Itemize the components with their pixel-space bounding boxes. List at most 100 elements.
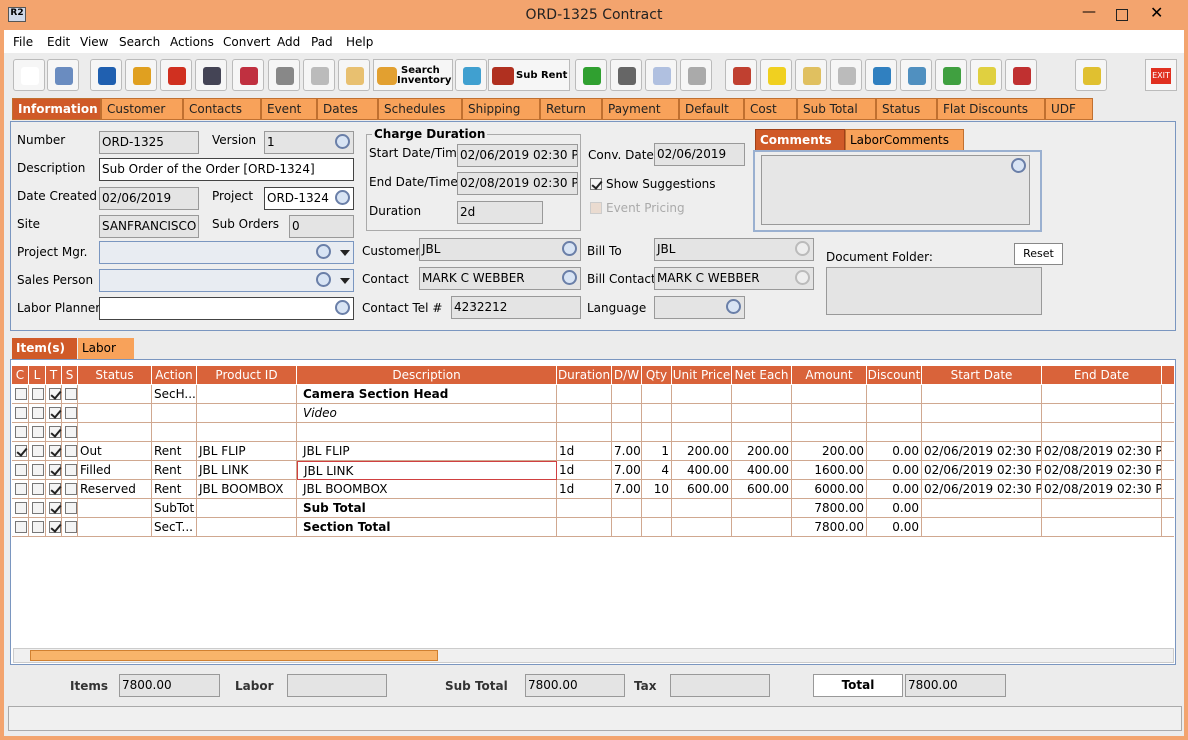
row-checkbox[interactable] bbox=[15, 426, 27, 438]
tab[interactable]: UDF bbox=[1045, 98, 1093, 120]
table-cell[interactable] bbox=[557, 518, 612, 537]
tab[interactable]: Contacts bbox=[183, 98, 261, 120]
toolbar-button[interactable] bbox=[680, 59, 712, 91]
toolbar-button[interactable] bbox=[795, 59, 827, 91]
table-cell[interactable] bbox=[1042, 499, 1162, 518]
table-cell[interactable]: JBL FLIP bbox=[297, 442, 557, 461]
toolbar-button[interactable] bbox=[160, 59, 192, 91]
table-cell[interactable] bbox=[672, 404, 732, 423]
table-cell[interactable] bbox=[922, 423, 1042, 442]
table-cell[interactable]: Camera Section Head bbox=[297, 385, 557, 404]
customer-field[interactable]: JBL bbox=[419, 238, 581, 261]
language-field[interactable] bbox=[654, 296, 745, 319]
table-cell[interactable] bbox=[297, 423, 557, 442]
table-cell[interactable]: 02/08/2019 02:30 PM bbox=[1042, 442, 1162, 461]
tab[interactable]: Event bbox=[261, 98, 317, 120]
table-cell[interactable] bbox=[152, 404, 197, 423]
sub-orders-field[interactable]: 0 bbox=[289, 215, 354, 238]
table-cell[interactable] bbox=[792, 404, 867, 423]
toolbar-button[interactable] bbox=[13, 59, 45, 91]
tab[interactable]: Flat Discounts bbox=[937, 98, 1045, 120]
project-field[interactable]: ORD-1324 bbox=[264, 187, 354, 210]
reset-button[interactable]: Reset bbox=[1014, 243, 1063, 265]
tab[interactable]: Return bbox=[540, 98, 602, 120]
table-cell[interactable] bbox=[78, 404, 152, 423]
document-folder-box[interactable] bbox=[826, 267, 1042, 315]
row-checkbox[interactable] bbox=[32, 483, 44, 495]
table-cell[interactable] bbox=[1042, 518, 1162, 537]
table-cell[interactable] bbox=[1042, 423, 1162, 442]
table-cell[interactable]: Filled bbox=[78, 461, 152, 480]
toolbar-button[interactable] bbox=[1075, 59, 1107, 91]
table-cell[interactable] bbox=[732, 423, 792, 442]
toolbar-button[interactable] bbox=[268, 59, 300, 91]
table-cell[interactable] bbox=[557, 404, 612, 423]
table-cell[interactable]: 0.00 bbox=[867, 461, 922, 480]
close-button[interactable]: ✕ bbox=[1150, 3, 1164, 22]
table-cell[interactable] bbox=[197, 518, 297, 537]
event-pricing-checkbox[interactable] bbox=[590, 202, 602, 214]
table-cell[interactable]: 0.00 bbox=[867, 442, 922, 461]
row-checkbox[interactable] bbox=[32, 445, 44, 457]
table-cell[interactable] bbox=[672, 499, 732, 518]
date-created-field[interactable]: 02/06/2019 bbox=[99, 187, 199, 210]
table-cell[interactable]: Sub Total bbox=[297, 499, 557, 518]
table-cell[interactable] bbox=[642, 385, 672, 404]
table-cell[interactable]: 0.00 bbox=[867, 499, 922, 518]
table-cell[interactable]: SecH... bbox=[152, 385, 197, 404]
tab[interactable]: Status bbox=[876, 98, 937, 120]
table-cell[interactable] bbox=[197, 423, 297, 442]
tab[interactable]: Shipping bbox=[462, 98, 540, 120]
menu-item[interactable]: Add bbox=[277, 35, 301, 49]
toolbar-button[interactable] bbox=[338, 59, 370, 91]
toolbar-button[interactable] bbox=[575, 59, 607, 91]
table-cell[interactable]: Section Total bbox=[297, 518, 557, 537]
tab[interactable]: Information bbox=[12, 98, 101, 120]
menu-item[interactable]: Help bbox=[346, 35, 374, 49]
table-cell[interactable]: Rent bbox=[152, 442, 197, 461]
table-cell[interactable]: 6000.00 bbox=[792, 480, 867, 499]
row-checkbox[interactable] bbox=[49, 502, 61, 514]
table-cell[interactable] bbox=[732, 385, 792, 404]
table-cell[interactable] bbox=[78, 518, 152, 537]
row-checkbox[interactable] bbox=[65, 521, 77, 533]
table-cell[interactable] bbox=[642, 499, 672, 518]
toolbar-button[interactable] bbox=[303, 59, 335, 91]
exit-button[interactable]: EXIT bbox=[1145, 59, 1177, 91]
number-field[interactable]: ORD-1325 bbox=[99, 131, 199, 154]
toolbar-button[interactable] bbox=[865, 59, 897, 91]
menu-item[interactable]: Convert bbox=[223, 35, 271, 49]
end-date-field[interactable]: 02/08/2019 02:30 PM bbox=[457, 172, 578, 195]
table-cell[interactable]: Rent bbox=[152, 461, 197, 480]
tab[interactable]: Dates bbox=[317, 98, 378, 120]
table-cell[interactable]: JBL LINK bbox=[197, 461, 297, 480]
table-cell[interactable] bbox=[197, 385, 297, 404]
table-cell[interactable]: JBL BOOMBOX bbox=[197, 480, 297, 499]
row-checkbox[interactable] bbox=[32, 426, 44, 438]
table-cell[interactable] bbox=[612, 499, 642, 518]
row-checkbox[interactable] bbox=[32, 464, 44, 476]
bill-contact-field[interactable]: MARK C WEBBER bbox=[654, 267, 814, 290]
comments-box[interactable] bbox=[761, 155, 1030, 225]
table-cell[interactable] bbox=[922, 518, 1042, 537]
table-cell[interactable]: 0.00 bbox=[867, 480, 922, 499]
row-checkbox[interactable] bbox=[65, 445, 77, 457]
row-checkbox[interactable] bbox=[49, 521, 61, 533]
toolbar-button[interactable] bbox=[610, 59, 642, 91]
maximize-button[interactable] bbox=[1116, 9, 1128, 21]
site-field[interactable]: SANFRANCISCO bbox=[99, 215, 199, 238]
menu-item[interactable]: Actions bbox=[170, 35, 214, 49]
row-checkbox[interactable] bbox=[65, 483, 77, 495]
row-checkbox[interactable] bbox=[49, 464, 61, 476]
table-cell[interactable] bbox=[672, 423, 732, 442]
toolbar-button[interactable] bbox=[90, 59, 122, 91]
toolbar-button[interactable] bbox=[725, 59, 757, 91]
table-cell[interactable] bbox=[642, 423, 672, 442]
table-cell[interactable] bbox=[197, 404, 297, 423]
row-checkbox[interactable] bbox=[32, 407, 44, 419]
row-checkbox[interactable] bbox=[32, 502, 44, 514]
search-inventory-button[interactable]: Search Inventory bbox=[373, 59, 453, 91]
row-checkbox[interactable] bbox=[15, 502, 27, 514]
table-cell[interactable] bbox=[78, 385, 152, 404]
project-mgr-field[interactable] bbox=[99, 241, 354, 264]
